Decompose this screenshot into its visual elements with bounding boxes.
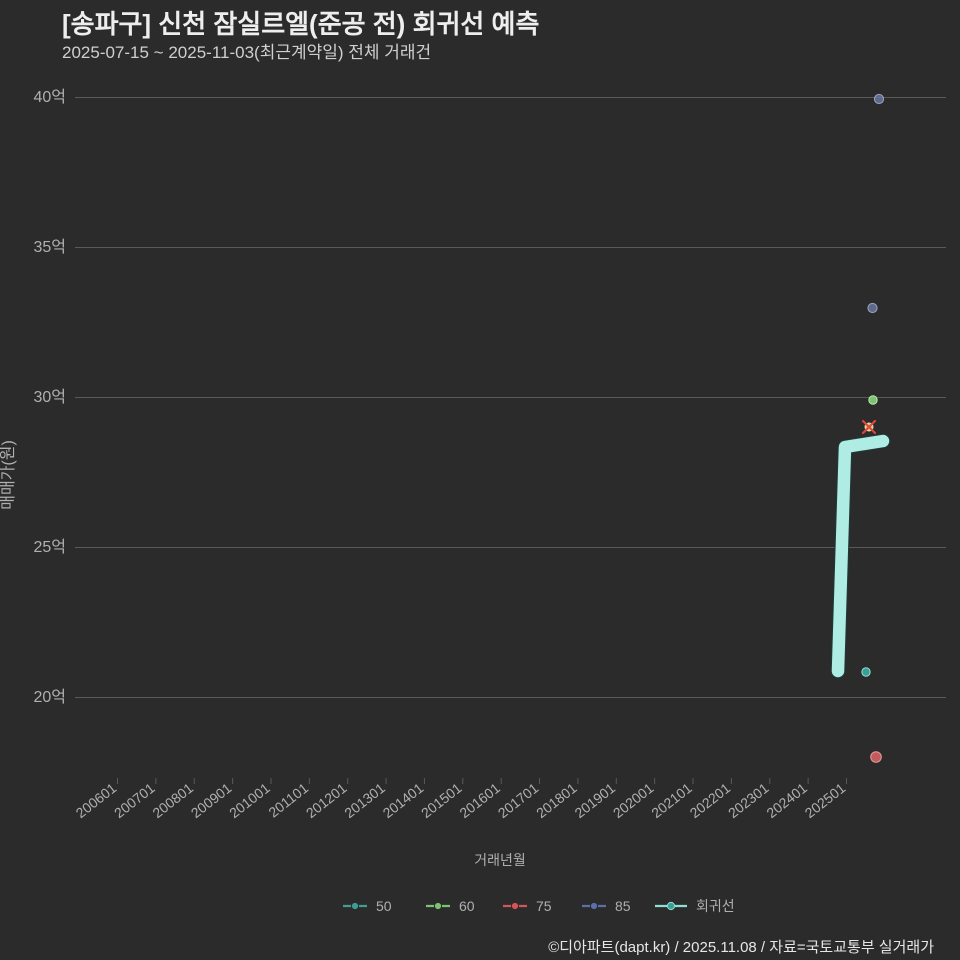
svg-text:200801: 200801: [149, 780, 196, 822]
svg-text:202101: 202101: [648, 780, 695, 822]
svg-text:200601: 200601: [73, 780, 120, 822]
svg-text:200901: 200901: [188, 780, 235, 822]
svg-text:거래년월: 거래년월: [474, 852, 526, 868]
svg-text:201001: 201001: [226, 780, 273, 822]
svg-text:202301: 202301: [725, 780, 772, 822]
svg-text:201501: 201501: [418, 780, 465, 822]
svg-text:회귀선: 회귀선: [696, 898, 735, 914]
svg-text:202401: 202401: [763, 780, 810, 822]
svg-text:50: 50: [376, 898, 392, 914]
svg-text:85: 85: [615, 898, 631, 914]
svg-text:201601: 201601: [456, 780, 503, 822]
svg-text:40억: 40억: [33, 88, 66, 106]
svg-text:201801: 201801: [533, 780, 580, 822]
svg-text:75: 75: [536, 898, 552, 914]
svg-text:201701: 201701: [495, 780, 542, 822]
svg-text:202501: 202501: [802, 780, 849, 822]
svg-text:200701: 200701: [111, 780, 158, 822]
svg-text:202001: 202001: [610, 780, 657, 822]
svg-text:201301: 201301: [341, 780, 388, 822]
svg-text:매매가(원): 매매가(원): [0, 440, 17, 510]
svg-text:25억: 25억: [33, 538, 66, 556]
svg-text:201101: 201101: [265, 780, 311, 821]
svg-text:201901: 201901: [571, 780, 618, 822]
svg-text:202201: 202201: [687, 780, 734, 822]
svg-text:30억: 30억: [33, 388, 66, 406]
svg-text:201401: 201401: [380, 780, 427, 822]
svg-text:20억: 20억: [33, 688, 66, 706]
svg-text:201201: 201201: [303, 780, 350, 822]
svg-text:60: 60: [459, 898, 475, 914]
svg-text:35억: 35억: [33, 238, 66, 256]
svg-text:©디아파트(dapt.kr) / 2025.11.08 /: ©디아파트(dapt.kr) / 2025.11.08 / 자료=국토교통부 실…: [548, 939, 934, 956]
